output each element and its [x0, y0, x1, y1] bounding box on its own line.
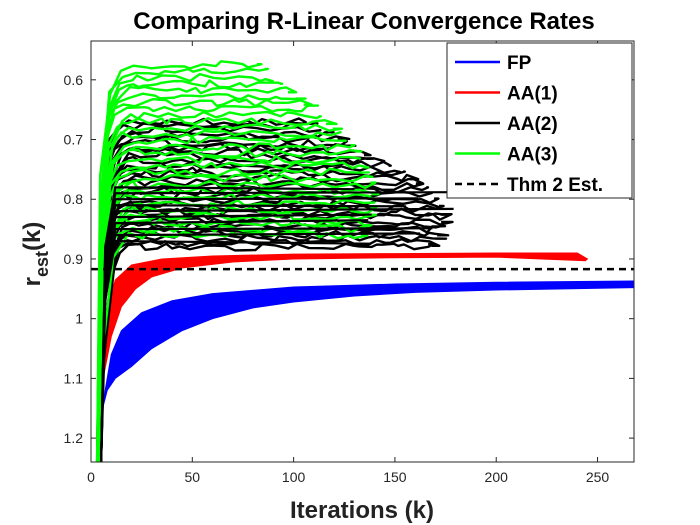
y-axis-label-tail: (k) — [19, 222, 46, 251]
legend-fp-label: FP — [507, 53, 532, 74]
legend-aa-1-label: AA(1) — [507, 84, 558, 105]
legend-entries: FP AA(1) AA(2) AA(3) Thm 2 Est. — [455, 53, 603, 196]
legend-aa-2-label: AA(2) — [507, 114, 558, 135]
legend: FP AA(1) AA(2) AA(3) Thm 2 Est. — [446, 42, 633, 199]
aa2-series-line-7 — [99, 142, 357, 462]
y-axis-label-main: r — [19, 277, 46, 286]
aa3-series-line-20 — [98, 179, 377, 462]
legend-thm-2-est-label: Thm 2 Est. — [507, 175, 603, 196]
aa3-series-line-19 — [97, 173, 374, 462]
aa2-series-overlay-10 — [100, 239, 372, 462]
fp-series-band — [96, 280, 634, 462]
aa3-series-line-14 — [98, 142, 356, 462]
x-tick-label-100: 100 — [282, 469, 306, 485]
aa1-series-band — [96, 252, 589, 462]
aa3-series-line-16 — [96, 154, 362, 462]
x-axis-ticks: 0 50 100 150 200 250 — [87, 41, 609, 485]
aa2-series-line-4 — [96, 130, 335, 462]
y-tick-label-1: 1 — [75, 311, 83, 327]
y-axis-label-subscript: est — [32, 251, 52, 277]
x-tick-label-200: 200 — [485, 469, 509, 485]
aa3-series-line-13 — [99, 135, 347, 462]
y-tick-label-0.6: 0.6 — [64, 72, 84, 88]
aa3-series-line-15 — [96, 148, 363, 462]
legend-aa-3-label: AA(3) — [507, 145, 558, 166]
series-layer — [91, 60, 634, 462]
y-tick-label-1.2: 1.2 — [64, 430, 84, 446]
y-tick-label-1.1: 1.1 — [64, 370, 84, 386]
axes-box — [90, 40, 635, 463]
y-tick-label-0.9: 0.9 — [64, 251, 84, 267]
aa3-series-line-4 — [97, 79, 284, 462]
x-tick-label-0: 0 — [87, 469, 95, 485]
y-tick-label-0.8: 0.8 — [64, 191, 84, 207]
aa3-series-line-2 — [98, 67, 270, 462]
aa3-series-line-17 — [98, 161, 370, 462]
x-axis-label: Iterations (k) — [290, 497, 434, 524]
aa3-series-line-11 — [96, 123, 344, 462]
aa3-series-line-8 — [96, 104, 320, 462]
aa2-series-line-30 — [99, 242, 436, 462]
x-tick-label-50: 50 — [185, 469, 201, 485]
y-tick-label-0.7: 0.7 — [64, 132, 84, 148]
legend-box — [446, 42, 633, 199]
aa3-series-line-18 — [97, 167, 371, 462]
aa3-series-line-9 — [99, 110, 322, 462]
aa3-series-line-10 — [99, 117, 338, 462]
x-tick-label-250: 250 — [586, 469, 610, 485]
aa3-series-line-6 — [98, 92, 307, 462]
aa3-series-line-1 — [95, 60, 263, 462]
y-axis-label: rest(k) — [19, 222, 52, 287]
x-tick-label-150: 150 — [383, 469, 407, 485]
y-axis-ticks: 0.6 0.7 0.8 0.9 1 1.1 1.2 — [64, 72, 634, 446]
aa3-series-line-7 — [96, 97, 313, 462]
chart-title: Comparing R-Linear Convergence Rates — [133, 8, 594, 35]
aa3-series-line-3 — [97, 72, 274, 462]
aa3-series-line-5 — [98, 85, 298, 462]
